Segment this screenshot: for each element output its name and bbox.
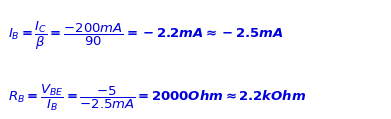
Text: $\boldsymbol{R_B = \dfrac{V_{BE}}{I_B} = \dfrac{-5}{-2.5mA} = 2000Ohm \approx 2.: $\boldsymbol{R_B = \dfrac{V_{BE}}{I_B} =…: [8, 82, 306, 113]
Text: $\boldsymbol{I_B = \dfrac{I_C}{\beta} = \dfrac{-200mA}{90} = -2.2mA \approx -2.5: $\boldsymbol{I_B = \dfrac{I_C}{\beta} = …: [8, 20, 284, 52]
